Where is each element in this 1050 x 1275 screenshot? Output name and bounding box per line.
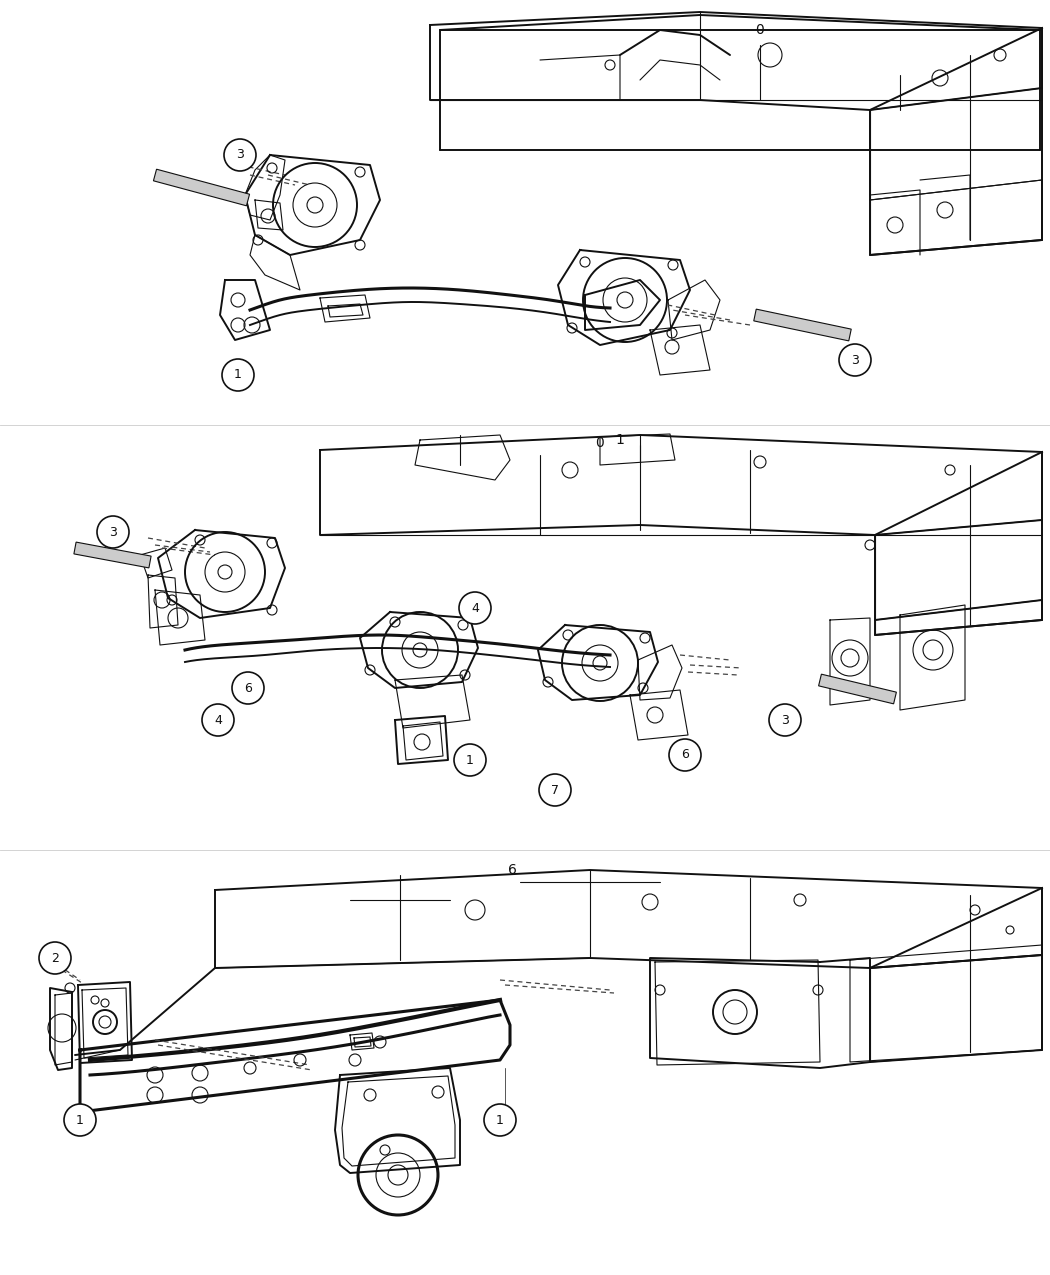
Text: 2: 2 bbox=[51, 951, 59, 964]
Text: 0: 0 bbox=[756, 23, 764, 37]
Circle shape bbox=[459, 592, 491, 623]
Text: 6: 6 bbox=[507, 863, 517, 877]
Circle shape bbox=[232, 672, 264, 704]
Text: 3: 3 bbox=[852, 353, 859, 366]
Text: 3: 3 bbox=[781, 714, 789, 727]
Circle shape bbox=[484, 1104, 516, 1136]
Circle shape bbox=[202, 704, 234, 736]
Polygon shape bbox=[754, 309, 852, 340]
Text: 3: 3 bbox=[236, 148, 244, 162]
Polygon shape bbox=[819, 674, 897, 704]
Text: 7: 7 bbox=[551, 784, 559, 797]
Circle shape bbox=[839, 344, 872, 376]
Circle shape bbox=[769, 704, 801, 736]
Polygon shape bbox=[74, 542, 151, 567]
Polygon shape bbox=[153, 170, 250, 205]
Text: 1: 1 bbox=[615, 434, 625, 448]
Text: 1: 1 bbox=[496, 1113, 504, 1127]
Text: 4: 4 bbox=[214, 714, 222, 727]
Text: 1: 1 bbox=[76, 1113, 84, 1127]
Circle shape bbox=[222, 360, 254, 391]
Text: 6: 6 bbox=[244, 682, 252, 695]
Circle shape bbox=[39, 942, 71, 974]
Circle shape bbox=[97, 516, 129, 548]
Text: 0: 0 bbox=[595, 436, 605, 450]
Circle shape bbox=[539, 774, 571, 806]
Text: 1: 1 bbox=[466, 754, 474, 766]
Text: 1: 1 bbox=[234, 368, 242, 381]
Circle shape bbox=[224, 139, 256, 171]
Text: 4: 4 bbox=[471, 602, 479, 615]
Circle shape bbox=[669, 740, 701, 771]
Circle shape bbox=[64, 1104, 96, 1136]
Text: 3: 3 bbox=[109, 525, 117, 538]
Text: 6: 6 bbox=[681, 748, 689, 761]
Circle shape bbox=[454, 745, 486, 776]
